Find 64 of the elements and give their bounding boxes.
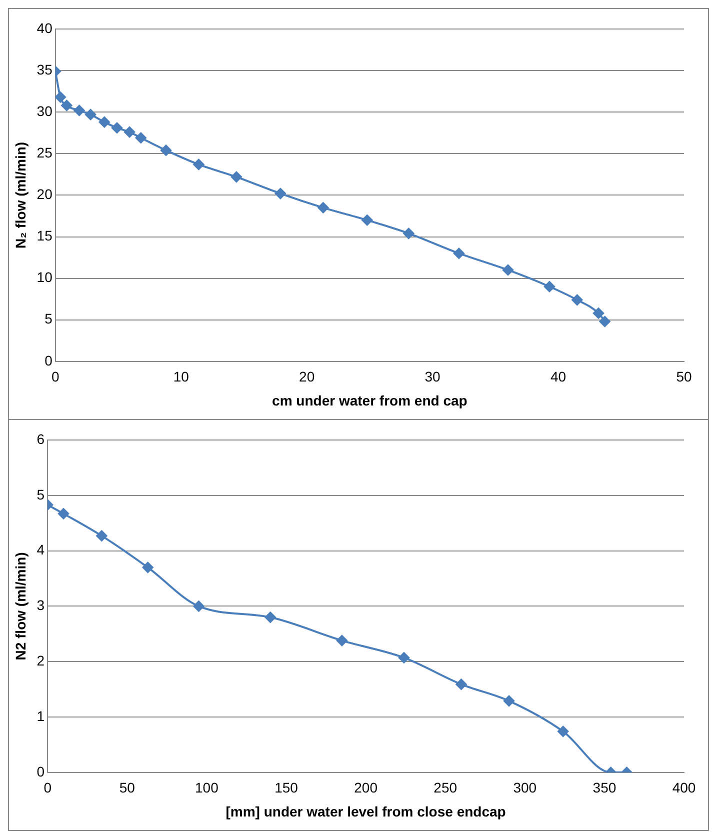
point bbox=[142, 562, 154, 573]
point bbox=[398, 652, 410, 664]
point bbox=[403, 228, 414, 239]
point bbox=[544, 281, 555, 292]
point bbox=[193, 600, 204, 612]
point bbox=[135, 132, 146, 144]
point bbox=[362, 214, 373, 226]
y-tick-label: 15 bbox=[36, 228, 53, 244]
point bbox=[453, 248, 464, 259]
x-tick-label: 200 bbox=[354, 780, 378, 796]
point bbox=[318, 202, 329, 214]
point bbox=[124, 126, 136, 138]
point bbox=[55, 92, 66, 103]
x-axis-title: [mm] under water level from close endcap bbox=[226, 803, 506, 820]
x-axis-title: cm under water from end cap bbox=[272, 392, 468, 408]
point bbox=[558, 726, 569, 737]
x-tick-label: 400 bbox=[672, 780, 696, 796]
x-tick-label: 40 bbox=[550, 368, 566, 385]
y-tick-label: 1 bbox=[36, 708, 45, 724]
y-tick-label: 0 bbox=[44, 352, 53, 368]
point bbox=[264, 612, 276, 623]
x-tick-label: 350 bbox=[592, 780, 616, 796]
y-tick-label: 4 bbox=[36, 542, 45, 558]
point bbox=[274, 188, 286, 200]
y-tick-label: 40 bbox=[36, 20, 53, 36]
y-tick-label: 25 bbox=[36, 144, 53, 161]
point bbox=[74, 104, 85, 116]
y-tick-label: 30 bbox=[36, 102, 53, 119]
point bbox=[111, 122, 122, 134]
point bbox=[58, 508, 69, 520]
y-axis-title: N2 flow (ml/min) bbox=[12, 552, 28, 660]
point bbox=[230, 171, 242, 182]
point bbox=[85, 109, 96, 120]
point bbox=[503, 695, 514, 706]
point bbox=[98, 116, 110, 128]
x-tick-label: 20 bbox=[299, 368, 315, 385]
x-tick-label: 250 bbox=[434, 780, 458, 796]
y-axis-title: N₂ flow (ml/min) bbox=[12, 142, 28, 248]
point bbox=[502, 264, 514, 276]
point bbox=[160, 144, 172, 156]
y-tick-label: 5 bbox=[36, 486, 45, 502]
x-tick-label: 50 bbox=[676, 368, 692, 385]
x-tick-label: 300 bbox=[513, 780, 537, 796]
y-tick-label: 5 bbox=[44, 310, 53, 327]
point bbox=[61, 100, 72, 111]
y-tick-label: 35 bbox=[36, 61, 53, 78]
y-tick-label: 3 bbox=[36, 597, 45, 614]
point bbox=[593, 308, 604, 319]
x-tick-label: 10 bbox=[173, 368, 190, 385]
y-tick-label: 0 bbox=[36, 763, 45, 780]
y-tick-label: 10 bbox=[36, 269, 53, 286]
point bbox=[456, 678, 467, 690]
y-tick-label: 6 bbox=[36, 430, 45, 447]
point bbox=[572, 294, 583, 306]
point bbox=[599, 316, 610, 328]
x-tick-label: 150 bbox=[274, 780, 298, 796]
point bbox=[193, 158, 204, 170]
x-tick-label: 50 bbox=[119, 780, 136, 796]
x-tick-label: 100 bbox=[195, 780, 219, 796]
x-tick-label: 30 bbox=[424, 368, 441, 385]
y-tick-label: 20 bbox=[36, 186, 53, 202]
point bbox=[336, 635, 348, 646]
point bbox=[96, 530, 108, 542]
y-tick-label: 2 bbox=[36, 652, 45, 668]
